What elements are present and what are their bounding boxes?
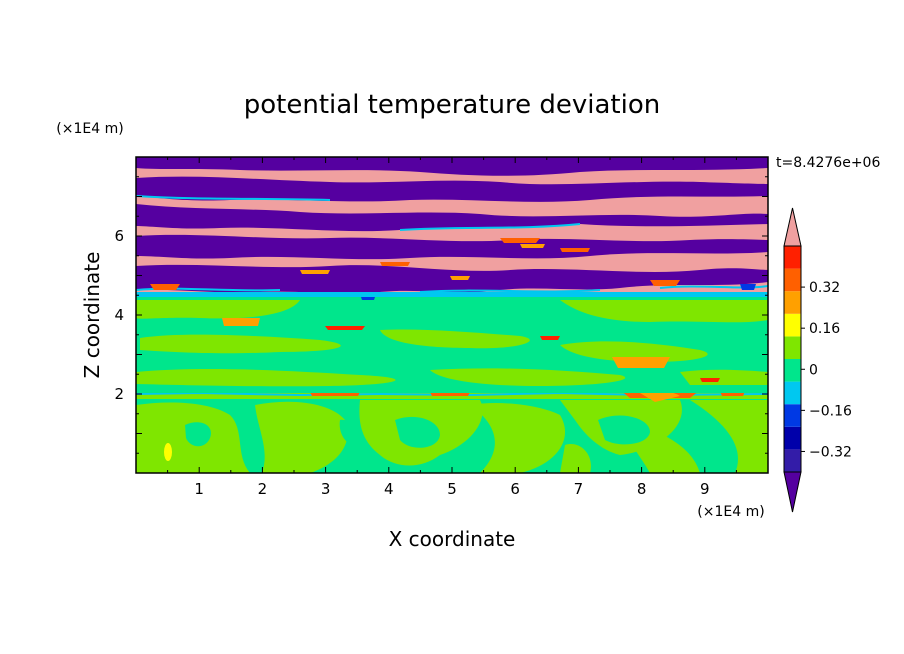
colorbar-swatch xyxy=(784,268,801,292)
x-axis-label: X coordinate xyxy=(389,527,516,551)
colorbar-extend-min xyxy=(783,471,802,513)
colorbar-label: 0.32 xyxy=(809,280,840,296)
upper-layer-cyan-band xyxy=(136,292,768,297)
y-ticks: 2 4 6 xyxy=(114,156,768,474)
middle-layer-cells xyxy=(136,300,768,387)
chart-title: potential temperature deviation xyxy=(244,90,660,120)
colorbar-swatch xyxy=(784,449,801,472)
y-axis-label: Z coordinate xyxy=(80,252,104,379)
colorbar-swatch xyxy=(784,313,801,337)
upper-layer-cyan-edges xyxy=(136,195,768,293)
middle-layer-yellow xyxy=(222,318,670,368)
colorbar-swatch xyxy=(784,291,801,314)
colorbar-label: −0.32 xyxy=(809,444,852,460)
x-tick-label: 7 xyxy=(574,480,584,498)
colorbar-swatch xyxy=(784,381,801,405)
colorbar-swatch xyxy=(784,336,801,359)
time-label: t=8.4276e+06 xyxy=(776,155,880,171)
x-ticks: 1 2 3 4 5 6 7 8 9 xyxy=(135,157,769,498)
x-tick-label: 4 xyxy=(384,480,394,498)
colorbar-swatch xyxy=(784,246,801,269)
colorbar-frame xyxy=(783,245,802,473)
colorbar-swatch xyxy=(784,426,801,450)
x-tick-label: 6 xyxy=(510,480,520,498)
colorbar-swatch xyxy=(784,359,801,382)
x-tick-label: 5 xyxy=(447,480,457,498)
x-tick-label: 2 xyxy=(258,480,268,498)
colorbar: 0.32 0.16 0 −0.16 −0.32 xyxy=(783,207,852,513)
interface-yellow xyxy=(640,390,680,402)
colorbar-label: −0.16 xyxy=(809,403,852,419)
x-tick-label: 1 xyxy=(194,480,204,498)
lower-layer-blobs xyxy=(185,415,650,448)
colorbar-extend-max xyxy=(783,207,802,247)
contour-field xyxy=(136,157,768,473)
y-tick-label: 6 xyxy=(114,227,124,245)
upper-layer-cool-bands xyxy=(136,157,768,294)
colorbar-label: 0.16 xyxy=(809,321,840,337)
colorbar-swatch xyxy=(784,404,801,427)
x-tick-label: 9 xyxy=(700,480,710,498)
x-tick-label: 3 xyxy=(321,480,331,498)
y-tick-label: 2 xyxy=(114,385,124,403)
x-unit-label: (×1E4 m) xyxy=(697,504,764,520)
yellow-spot xyxy=(164,443,172,461)
colorbar-label: 0 xyxy=(809,362,818,378)
x-tick-label: 8 xyxy=(637,480,647,498)
y-tick-label: 4 xyxy=(114,306,124,324)
y-unit-label: (×1E4 m) xyxy=(56,121,123,137)
